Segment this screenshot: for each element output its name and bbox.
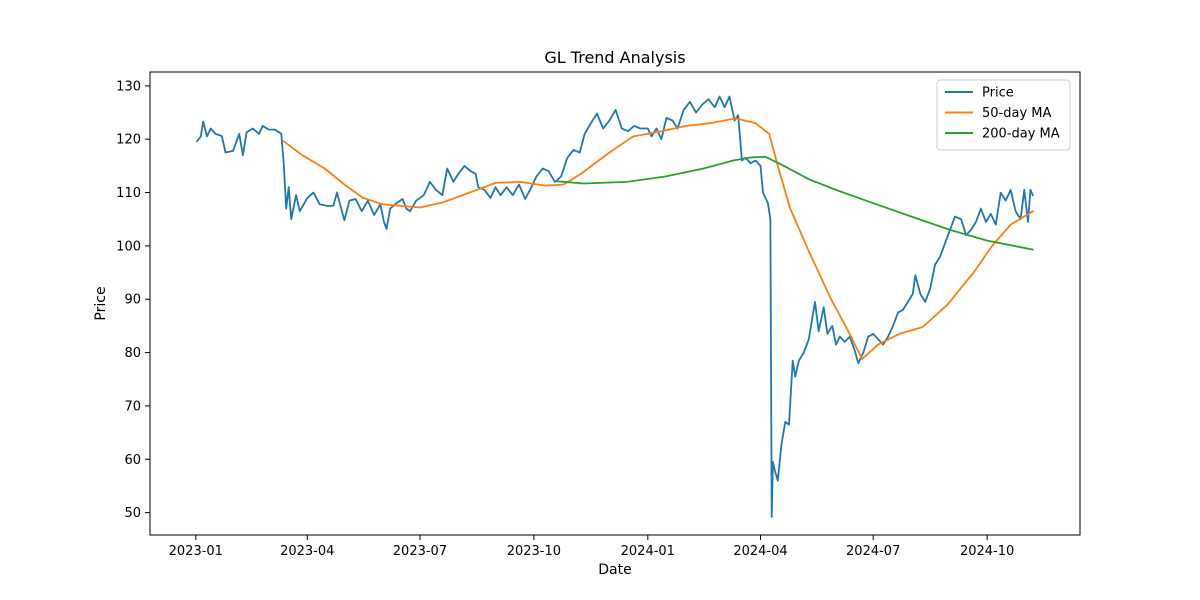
x-axis-label: Date [598, 562, 631, 578]
x-tick-label: 2024-10 [960, 544, 1014, 559]
y-tick-label: 50 [124, 506, 141, 521]
y-axis: 50 60 70 80 90 100 110 120 130 [116, 79, 150, 521]
series-layer [196, 95, 1034, 518]
y-tick-label: 60 [124, 453, 141, 468]
series-line-3 [556, 155, 1034, 251]
legend: Price 50-day MA 200-day MA [936, 79, 1071, 151]
x-axis: 2023-01 2023-04 2023-07 2023-10 2024-01 2024-… [169, 535, 1014, 559]
y-tick-label: 90 [124, 293, 141, 308]
x-tick-label: 2023-10 [507, 544, 561, 559]
x-tick-label: 2024-04 [733, 544, 787, 559]
x-tick-label: 2023-07 [393, 544, 447, 559]
series-line-2 [282, 117, 1034, 360]
plot-frame [149, 71, 1081, 536]
legend-entry-label: 50-day MA [982, 106, 1051, 121]
x-tick-label: 2023-01 [169, 544, 223, 559]
y-tick-label: 70 [124, 399, 141, 414]
y-tick-label: 110 [116, 186, 141, 201]
y-tick-label: 120 [116, 133, 141, 148]
y-tick-label: 100 [116, 239, 141, 254]
x-tick-label: 2024-07 [846, 544, 900, 559]
x-tick-label: 2024-01 [621, 544, 675, 559]
y-axis-label: Price [93, 286, 109, 320]
legend-entry-label: 200-day MA [982, 127, 1060, 142]
y-tick-label: 130 [116, 79, 141, 94]
x-tick-label: 2023-04 [280, 544, 334, 559]
y-tick-label: 80 [124, 346, 141, 361]
chart-title: GL Trend Analysis [544, 48, 685, 67]
legend-entry-label: Price [982, 86, 1014, 101]
